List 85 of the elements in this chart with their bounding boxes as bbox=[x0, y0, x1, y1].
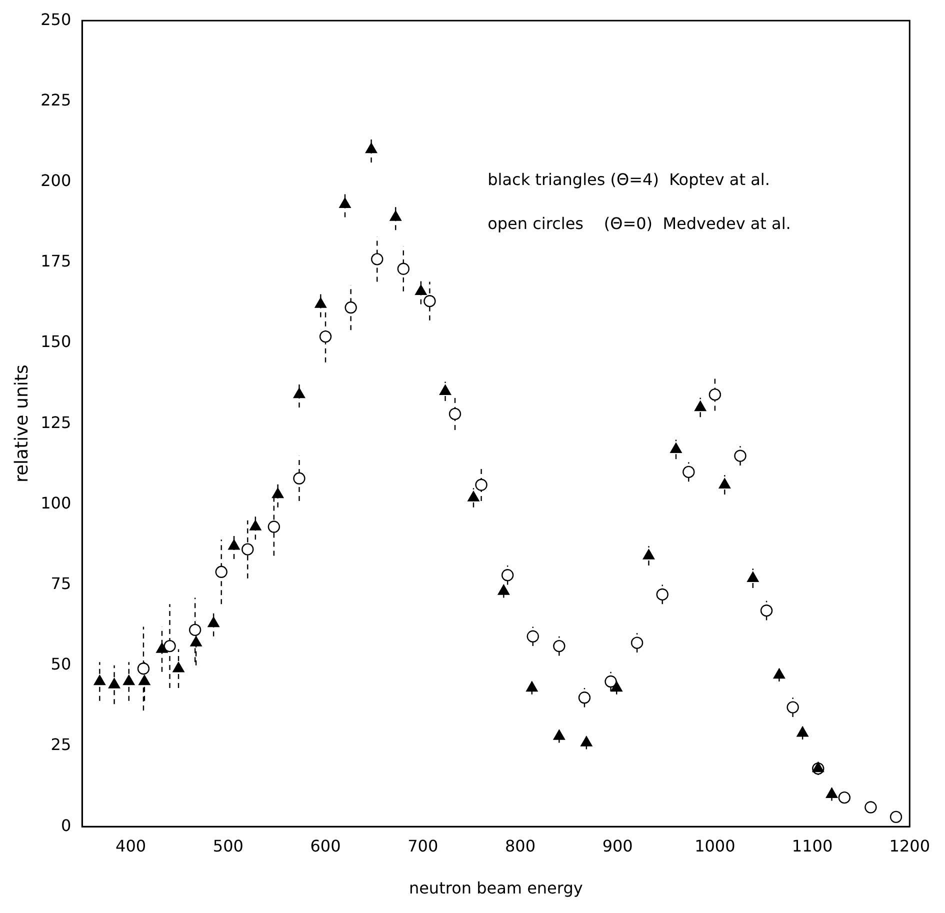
point bbox=[123, 674, 135, 686]
point bbox=[670, 442, 682, 453]
x-tick-label: 1000 bbox=[694, 836, 736, 856]
point bbox=[268, 520, 280, 533]
point bbox=[526, 681, 538, 692]
point bbox=[250, 520, 262, 530]
annotation: open circles (Θ=0) Medvedev at al. bbox=[488, 214, 791, 233]
point bbox=[553, 640, 566, 652]
x-tick-label: 900 bbox=[602, 836, 633, 856]
x-tick-label: 1200 bbox=[889, 836, 930, 856]
point bbox=[526, 630, 539, 642]
point bbox=[371, 253, 384, 266]
point bbox=[208, 616, 220, 628]
point bbox=[228, 540, 240, 550]
point bbox=[656, 588, 668, 601]
point bbox=[682, 466, 695, 478]
point bbox=[838, 791, 851, 804]
point bbox=[468, 491, 480, 502]
point bbox=[796, 726, 808, 737]
point bbox=[439, 384, 452, 395]
point bbox=[164, 640, 176, 652]
y-tick-label: 175 bbox=[40, 252, 72, 271]
point bbox=[578, 692, 591, 704]
point bbox=[424, 294, 436, 308]
point bbox=[138, 674, 150, 686]
x-tick-label: 600 bbox=[310, 836, 341, 856]
x-axis-title: neutron beam energy bbox=[408, 878, 583, 898]
y-tick-label: 200 bbox=[40, 170, 72, 190]
point bbox=[344, 301, 357, 314]
point bbox=[242, 543, 254, 556]
point bbox=[319, 330, 332, 343]
point bbox=[773, 668, 785, 679]
point bbox=[475, 478, 488, 491]
x-tick-label: 1100 bbox=[792, 836, 833, 856]
point bbox=[642, 549, 655, 560]
y-tick-label: 225 bbox=[40, 90, 72, 110]
y-tick-label: 25 bbox=[50, 735, 72, 754]
point bbox=[610, 681, 622, 692]
point bbox=[190, 636, 202, 646]
point bbox=[365, 142, 378, 154]
y-axis-title: relative units bbox=[11, 364, 32, 483]
y-tick-label: 250 bbox=[40, 10, 72, 29]
point bbox=[708, 388, 722, 401]
point bbox=[718, 478, 730, 488]
point bbox=[498, 584, 510, 595]
point bbox=[293, 388, 306, 398]
point bbox=[580, 736, 592, 746]
point bbox=[108, 678, 120, 688]
point bbox=[604, 675, 617, 688]
annotation: black triangles (Θ=4) Koptev at al. bbox=[488, 170, 770, 189]
point bbox=[501, 569, 514, 582]
point bbox=[553, 730, 565, 740]
y-tick-label: 125 bbox=[40, 412, 72, 432]
point bbox=[293, 472, 306, 485]
x-tick-label: 500 bbox=[212, 836, 244, 856]
point bbox=[314, 298, 326, 308]
point bbox=[137, 662, 150, 675]
point bbox=[390, 210, 402, 221]
point bbox=[786, 701, 799, 714]
point bbox=[826, 788, 838, 798]
point bbox=[630, 636, 644, 649]
point bbox=[156, 642, 168, 653]
point bbox=[188, 624, 202, 636]
point bbox=[734, 450, 746, 462]
point bbox=[747, 572, 759, 582]
y-tick-label: 50 bbox=[50, 654, 72, 674]
point bbox=[397, 262, 410, 275]
y-tick-label: 75 bbox=[50, 574, 72, 593]
point bbox=[272, 488, 284, 498]
point bbox=[448, 408, 462, 420]
point bbox=[339, 198, 351, 208]
x-tick-label: 800 bbox=[504, 836, 536, 856]
y-tick-label: 100 bbox=[40, 493, 72, 512]
y-tick-label: 150 bbox=[40, 332, 72, 352]
point bbox=[172, 662, 184, 672]
point bbox=[864, 801, 877, 814]
point bbox=[94, 674, 106, 686]
point bbox=[694, 400, 706, 412]
point bbox=[215, 566, 228, 578]
x-tick-label: 400 bbox=[116, 836, 146, 856]
y-tick-label: 0 bbox=[60, 816, 72, 835]
x-tick-label: 700 bbox=[408, 836, 438, 856]
point bbox=[890, 810, 902, 824]
point bbox=[760, 604, 773, 617]
point bbox=[415, 284, 427, 296]
